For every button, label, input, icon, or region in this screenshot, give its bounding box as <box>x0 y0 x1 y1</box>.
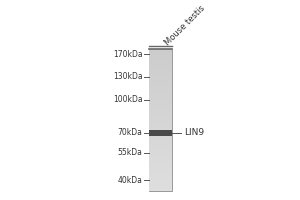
Bar <box>148 111 172 113</box>
Bar <box>148 116 172 118</box>
Bar <box>148 65 172 66</box>
Bar <box>148 171 172 173</box>
Bar <box>148 178 172 180</box>
Bar <box>148 153 172 155</box>
Bar <box>148 68 172 70</box>
Bar <box>148 86 172 88</box>
Text: 70kDa: 70kDa <box>118 128 142 137</box>
Bar <box>148 93 172 95</box>
Bar <box>148 61 172 63</box>
Bar <box>148 75 172 77</box>
Bar <box>148 146 172 148</box>
Bar <box>148 58 172 59</box>
Bar <box>148 82 172 84</box>
Bar <box>148 148 172 150</box>
Bar <box>148 127 172 129</box>
Bar <box>148 187 172 189</box>
Text: 100kDa: 100kDa <box>113 95 142 104</box>
Bar <box>148 159 172 161</box>
Bar <box>148 177 172 178</box>
Bar <box>148 59 172 61</box>
Bar <box>148 173 172 175</box>
Bar <box>148 145 172 146</box>
Bar <box>148 52 172 54</box>
Bar <box>148 150 172 152</box>
Bar <box>148 63 172 65</box>
Bar <box>148 182 172 184</box>
Bar <box>148 107 172 109</box>
Bar <box>148 77 172 79</box>
Bar <box>148 166 172 168</box>
Bar <box>148 106 172 107</box>
Bar <box>148 91 172 93</box>
Bar <box>148 169 172 171</box>
Text: 55kDa: 55kDa <box>118 148 142 157</box>
Text: 170kDa: 170kDa <box>113 50 142 59</box>
Bar <box>148 123 172 125</box>
Bar <box>148 157 172 159</box>
Bar <box>148 74 172 75</box>
Bar <box>148 143 172 145</box>
Bar <box>148 79 172 81</box>
Bar <box>148 168 172 169</box>
Bar <box>148 88 172 90</box>
Bar <box>148 121 172 123</box>
Bar <box>148 109 172 111</box>
Bar <box>148 184 172 185</box>
Bar <box>148 120 172 121</box>
Bar <box>148 49 172 191</box>
Bar <box>148 56 172 58</box>
Bar <box>148 139 172 141</box>
Bar <box>148 162 172 164</box>
Bar <box>148 70 172 72</box>
Text: Mouse testis: Mouse testis <box>163 3 207 47</box>
Bar <box>148 90 172 91</box>
Text: 40kDa: 40kDa <box>118 176 142 185</box>
Bar <box>148 100 172 102</box>
Bar <box>148 95 172 97</box>
Bar <box>148 54 172 56</box>
Bar <box>148 161 172 162</box>
Bar <box>148 114 172 116</box>
Bar <box>148 130 172 136</box>
Bar <box>148 141 172 143</box>
Bar <box>148 50 172 52</box>
Bar <box>148 175 172 177</box>
Bar <box>148 84 172 86</box>
Bar <box>148 102 172 104</box>
Bar <box>148 104 172 106</box>
Bar <box>148 155 172 157</box>
Bar <box>148 189 172 191</box>
Bar <box>148 125 172 127</box>
Bar <box>148 118 172 120</box>
Bar <box>148 66 172 68</box>
Bar <box>148 97 172 98</box>
Bar <box>148 98 172 100</box>
Bar <box>148 132 172 134</box>
Bar <box>148 185 172 187</box>
Bar <box>148 134 172 136</box>
Bar <box>148 137 172 139</box>
Text: 130kDa: 130kDa <box>113 72 142 81</box>
Bar <box>148 49 172 50</box>
Bar <box>148 180 172 182</box>
Bar <box>148 81 172 82</box>
Bar <box>148 72 172 74</box>
Text: LIN9: LIN9 <box>184 128 204 137</box>
Bar <box>148 136 172 137</box>
Bar <box>148 130 172 132</box>
Bar <box>148 152 172 153</box>
Bar <box>148 113 172 114</box>
Bar <box>148 164 172 166</box>
Bar <box>148 129 172 130</box>
